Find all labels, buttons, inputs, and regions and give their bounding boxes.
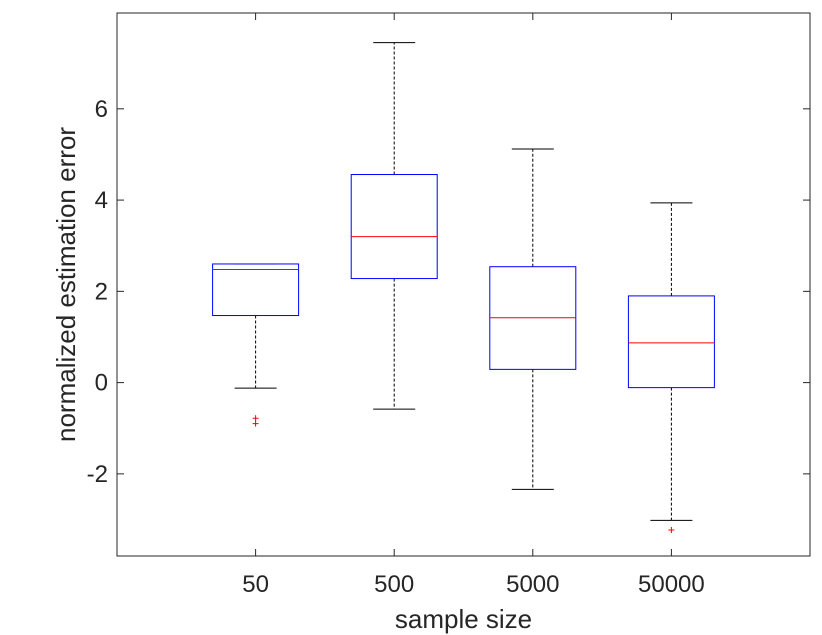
y-tick-label: 6 xyxy=(95,96,108,123)
y-axis-label: normalized estimation error xyxy=(51,127,81,442)
y-tick-label: -2 xyxy=(87,461,108,488)
y-tick-label: 0 xyxy=(95,370,108,397)
box-group-50000 xyxy=(627,202,715,533)
outlier-marker xyxy=(252,415,259,422)
boxes-layer xyxy=(212,42,715,533)
x-tick-label: 500 xyxy=(374,571,414,598)
ticks-layer: -2 0 2 4 6 50 500 5000 50000 xyxy=(87,13,810,598)
outlier-marker xyxy=(252,420,259,427)
y-tick-label: 4 xyxy=(95,187,108,214)
box-iqr xyxy=(350,174,438,280)
x-axis-label: sample size xyxy=(395,604,532,634)
box-group-50 xyxy=(212,263,300,427)
plot-area xyxy=(116,12,811,557)
box-iqr xyxy=(627,295,715,389)
y-tick-label: 2 xyxy=(95,278,108,305)
box-iqr xyxy=(212,263,300,317)
box-group-500 xyxy=(350,42,438,410)
outlier-marker xyxy=(668,526,675,533)
x-tick-label: 5000 xyxy=(506,571,559,598)
box-group-5000 xyxy=(489,148,577,490)
x-tick-label: 50000 xyxy=(638,571,705,598)
x-tick-label: 50 xyxy=(242,571,269,598)
